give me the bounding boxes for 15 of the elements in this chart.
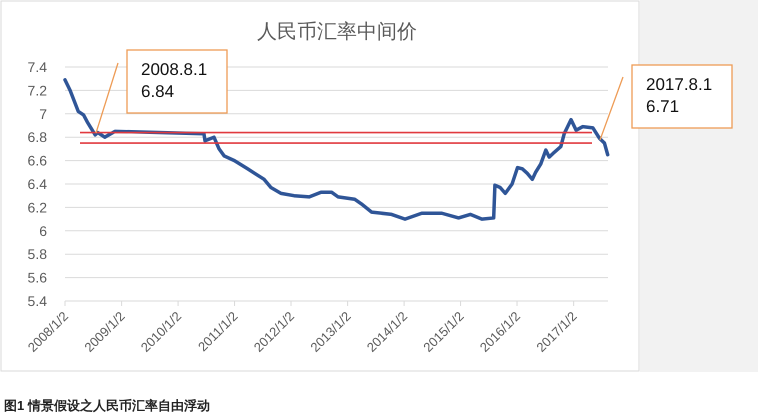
y-tick-label: 6.2: [28, 199, 48, 216]
chart-title: 人民币汇率中间价: [257, 21, 417, 43]
y-tick-label: 7: [39, 106, 48, 122]
y-tick-label: 7.4: [28, 59, 48, 75]
y-tick-label: 6.6: [28, 152, 48, 169]
y-tick-label: 5.4: [28, 293, 48, 309]
text: 2017.8.1 6.71: [646, 75, 712, 116]
y-tick-label: 6: [39, 222, 48, 239]
y-tick-label: 5.8: [28, 246, 48, 262]
y-tick-label: 6.8: [28, 129, 48, 146]
y-tick-label: 6.4: [28, 176, 48, 192]
y-tick-label: 5.6: [28, 270, 48, 286]
caption: 图1 情景假设之人民币汇率自由浮动: [4, 398, 210, 413]
y-tick-label: 7.2: [28, 82, 48, 98]
annotation: 2008.8.1 6.84: [141, 60, 208, 101]
